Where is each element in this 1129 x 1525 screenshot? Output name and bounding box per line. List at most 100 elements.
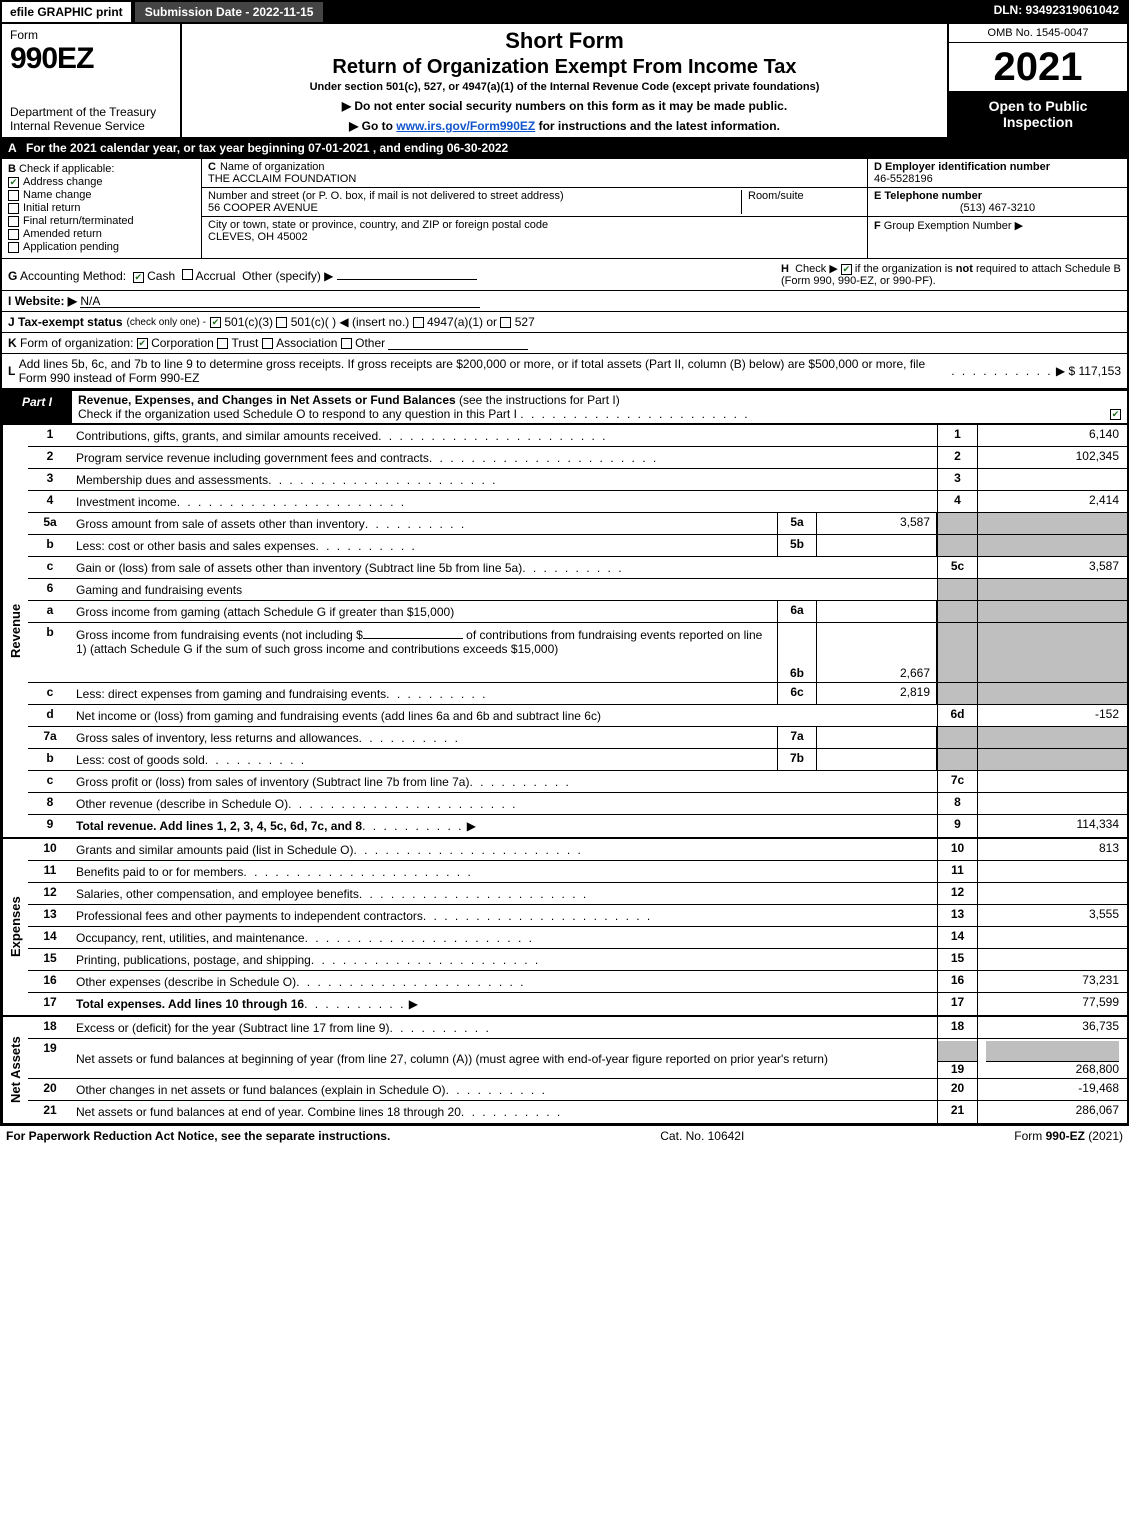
chk-application-pending[interactable]: Application pending xyxy=(8,241,195,253)
other-specify-input[interactable] xyxy=(337,266,477,280)
line-9: 9Total revenue. Add lines 1, 2, 3, 4, 5c… xyxy=(28,815,1127,837)
row-h: H Check ▶ if the organization is not req… xyxy=(781,262,1121,287)
chk-other-org[interactable] xyxy=(341,338,352,349)
val-4: 2,414 xyxy=(977,491,1127,512)
dln-label: DLN: 93492319061042 xyxy=(984,0,1129,24)
row-a-text: For the 2021 calendar year, or tax year … xyxy=(26,141,508,155)
row-j: J Tax-exempt status (check only one) - 5… xyxy=(0,312,1129,333)
phone-value: (513) 467-3210 xyxy=(874,202,1121,214)
row-i: I Website: ▶ N/A xyxy=(0,291,1129,312)
gross-receipts-value: $ 117,153 xyxy=(1069,364,1122,378)
part-i-title: Revenue, Expenses, and Changes in Net As… xyxy=(72,391,1127,423)
instr2-suffix: for instructions and the latest informat… xyxy=(535,119,780,133)
line-12: 12Salaries, other compensation, and empl… xyxy=(28,883,1127,905)
line-14: 14Occupancy, rent, utilities, and mainte… xyxy=(28,927,1127,949)
checkbox-icon[interactable] xyxy=(8,203,19,214)
form-number: 990EZ xyxy=(10,42,172,76)
val-13: 3,555 xyxy=(977,905,1127,926)
col-d: D Employer identification number 46-5528… xyxy=(867,159,1127,258)
chk-accrual[interactable] xyxy=(182,269,193,280)
line-16: 16Other expenses (describe in Schedule O… xyxy=(28,971,1127,993)
val-6c: 2,819 xyxy=(817,683,937,704)
instruction-1: ▶ Do not enter social security numbers o… xyxy=(342,99,787,113)
phone-box: E Telephone number (513) 467-3210 xyxy=(868,188,1127,217)
val-5b xyxy=(817,535,937,556)
chk-corporation[interactable] xyxy=(137,338,148,349)
checkbox-icon[interactable] xyxy=(8,216,19,227)
street-box: Number and street (or P. O. box, if mail… xyxy=(202,188,867,217)
val-9: 114,334 xyxy=(977,815,1127,837)
chk-schedule-b[interactable] xyxy=(841,264,852,275)
line-7c: cGross profit or (loss) from sales of in… xyxy=(28,771,1127,793)
row-a-label: A xyxy=(8,141,26,155)
city-box: City or town, state or province, country… xyxy=(202,217,867,245)
chk-address-change[interactable]: Address change xyxy=(8,176,195,188)
form-word: Form xyxy=(10,28,172,42)
chk-527[interactable] xyxy=(500,317,511,328)
page-footer: For Paperwork Reduction Act Notice, see … xyxy=(0,1125,1129,1146)
chk-trust[interactable] xyxy=(217,338,228,349)
chk-4947[interactable] xyxy=(413,317,424,328)
line-13: 13Professional fees and other payments t… xyxy=(28,905,1127,927)
checkbox-icon[interactable] xyxy=(8,229,19,240)
val-21: 286,067 xyxy=(977,1101,1127,1123)
part-i-header: Part I Revenue, Expenses, and Changes in… xyxy=(0,390,1129,425)
line-3: 3Membership dues and assessments3 xyxy=(28,469,1127,491)
chk-501c3[interactable] xyxy=(210,317,221,328)
line-17: 17Total expenses. Add lines 10 through 1… xyxy=(28,993,1127,1015)
row-k: K Form of organization: Corporation Trus… xyxy=(0,333,1129,354)
irs-link[interactable]: www.irs.gov/Form990EZ xyxy=(396,119,535,133)
org-name: THE ACCLAIM FOUNDATION xyxy=(208,173,861,185)
section-bcd: B Check if applicable: Address change Na… xyxy=(0,159,1129,259)
form-title: Return of Organization Exempt From Incom… xyxy=(332,56,796,79)
val-20: -19,468 xyxy=(977,1079,1127,1100)
b-title: Check if applicable: xyxy=(19,163,114,175)
line-6d: dNet income or (loss) from gaming and fu… xyxy=(28,705,1127,727)
row-l: L Add lines 5b, 6c, and 7b to line 9 to … xyxy=(0,354,1129,390)
netassets-grid: Net Assets 18Excess or (deficit) for the… xyxy=(0,1017,1129,1125)
line-7a: 7aGross sales of inventory, less returns… xyxy=(28,727,1127,749)
chk-name-change[interactable]: Name change xyxy=(8,189,195,201)
short-form-title: Short Form xyxy=(505,28,624,54)
val-14 xyxy=(977,927,1127,948)
line-5b: bLess: cost or other basis and sales exp… xyxy=(28,535,1127,557)
efile-label[interactable]: efile GRAPHIC print xyxy=(0,0,133,24)
col-b: B Check if applicable: Address change Na… xyxy=(2,159,202,258)
val-11 xyxy=(977,861,1127,882)
chk-initial-return[interactable]: Initial return xyxy=(8,202,195,214)
checkbox-icon[interactable] xyxy=(8,190,19,201)
chk-schedule-o[interactable] xyxy=(1110,409,1121,420)
expenses-label: Expenses xyxy=(2,839,28,1015)
other-org-input[interactable] xyxy=(388,336,528,350)
omb-number: OMB No. 1545-0047 xyxy=(949,24,1127,43)
line-4: 4Investment income42,414 xyxy=(28,491,1127,513)
contrib-input[interactable] xyxy=(363,625,463,639)
checkbox-icon[interactable] xyxy=(8,242,19,253)
chk-final-return[interactable]: Final return/terminated xyxy=(8,215,195,227)
checkbox-icon[interactable] xyxy=(8,177,19,188)
submission-date: Submission Date - 2022-11-15 xyxy=(133,0,326,24)
val-8 xyxy=(977,793,1127,814)
header-left: Form 990EZ Department of the Treasury In… xyxy=(2,24,182,137)
val-12 xyxy=(977,883,1127,904)
line-10: 10Grants and similar amounts paid (list … xyxy=(28,839,1127,861)
chk-association[interactable] xyxy=(262,338,273,349)
b-label: B xyxy=(8,163,16,175)
department-label: Department of the Treasury Internal Reve… xyxy=(10,105,172,133)
line-2: 2Program service revenue including gover… xyxy=(28,447,1127,469)
line-5c: cGain or (loss) from sale of assets othe… xyxy=(28,557,1127,579)
part-i-tab: Part I xyxy=(2,391,72,423)
line-6: 6Gaming and fundraising events xyxy=(28,579,1127,601)
form-subtitle: Under section 501(c), 527, or 4947(a)(1)… xyxy=(310,81,820,93)
val-7c xyxy=(977,771,1127,792)
chk-amended-return[interactable]: Amended return xyxy=(8,228,195,240)
val-17: 77,599 xyxy=(977,993,1127,1015)
val-7b xyxy=(817,749,937,770)
line-15: 15Printing, publications, postage, and s… xyxy=(28,949,1127,971)
val-6b: 2,667 xyxy=(817,623,937,682)
val-6d: -152 xyxy=(977,705,1127,726)
chk-cash[interactable] xyxy=(133,272,144,283)
city-state-zip: CLEVES, OH 45002 xyxy=(208,231,861,243)
chk-501c[interactable] xyxy=(276,317,287,328)
val-7a xyxy=(817,727,937,748)
